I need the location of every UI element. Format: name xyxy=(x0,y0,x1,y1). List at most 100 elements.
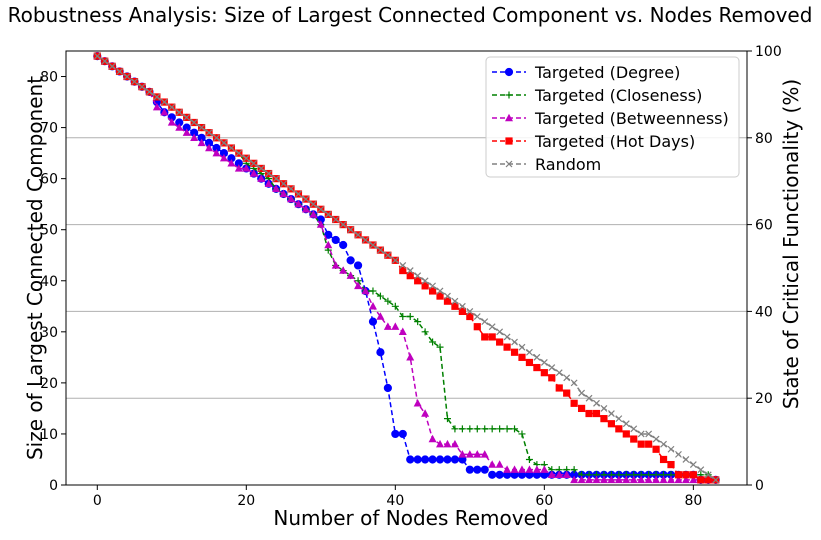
data-point xyxy=(548,364,556,371)
data-point xyxy=(421,282,429,290)
data-point xyxy=(488,425,496,433)
data-point xyxy=(466,425,474,433)
data-point xyxy=(503,465,512,473)
data-point xyxy=(175,123,184,131)
data-point xyxy=(607,410,615,417)
data-point xyxy=(674,471,683,479)
data-point xyxy=(533,353,541,361)
data-point xyxy=(249,169,258,177)
data-point xyxy=(578,389,586,397)
data-point xyxy=(353,261,363,270)
data-point xyxy=(183,113,191,121)
data-point xyxy=(525,465,534,473)
x-tick-label: 80 xyxy=(684,493,702,509)
data-point xyxy=(518,430,526,438)
data-point xyxy=(659,475,668,484)
data-point xyxy=(652,475,661,484)
data-point xyxy=(585,409,593,418)
data-point xyxy=(368,301,377,310)
x-axis: 0 20 40 60 80 xyxy=(93,485,702,509)
data-point xyxy=(473,450,482,458)
data-point xyxy=(272,175,280,183)
data-point xyxy=(369,287,377,295)
y2-tick-label: 0 xyxy=(755,478,764,494)
legend-item: Targeted (Hot Days) xyxy=(492,132,695,151)
data-point xyxy=(533,363,541,372)
data-point xyxy=(383,383,392,393)
data-point xyxy=(488,460,497,468)
y2-axis: 0 20 40 60 80 100 xyxy=(747,44,782,494)
data-point xyxy=(496,425,504,433)
x-axis-label: Number of Nodes Removed xyxy=(273,506,548,530)
data-point xyxy=(697,476,705,484)
data-point xyxy=(376,348,385,357)
data-point xyxy=(443,455,452,464)
y-tick-label: 10 xyxy=(40,427,58,443)
data-point xyxy=(674,475,683,484)
legend-item: Targeted (Degree) xyxy=(492,63,680,82)
y-axis-label: Size of Largest Connected Component xyxy=(23,76,47,460)
data-point xyxy=(540,465,549,473)
data-point xyxy=(220,139,228,147)
data-point xyxy=(450,455,460,464)
data-point xyxy=(339,221,347,229)
data-point xyxy=(704,476,712,484)
data-point xyxy=(257,165,265,172)
data-point xyxy=(600,404,608,412)
data-point xyxy=(540,369,548,377)
data-point xyxy=(279,189,288,198)
x-tick-label: 60 xyxy=(535,493,553,509)
data-point xyxy=(383,322,392,330)
data-point xyxy=(294,199,303,208)
data-point xyxy=(548,374,556,382)
data-point xyxy=(450,439,459,448)
data-point xyxy=(264,179,273,187)
data-point xyxy=(532,465,541,473)
data-point xyxy=(637,430,645,438)
data-point xyxy=(324,210,332,218)
data-point xyxy=(682,471,690,479)
data-point xyxy=(212,148,221,157)
data-point xyxy=(570,399,578,407)
data-point xyxy=(473,465,482,474)
data-point xyxy=(480,465,489,474)
data-point xyxy=(622,430,630,438)
data-point xyxy=(436,292,444,300)
data-point xyxy=(637,475,646,484)
legend-marker xyxy=(505,113,513,122)
data-point xyxy=(108,62,116,70)
x-tick-label: 20 xyxy=(237,493,255,509)
data-point xyxy=(466,312,474,321)
data-point xyxy=(555,470,564,478)
legend-label: Random xyxy=(535,155,601,174)
data-point xyxy=(399,313,407,321)
data-point xyxy=(339,240,348,250)
data-point xyxy=(361,286,370,295)
data-point xyxy=(414,277,422,285)
data-point xyxy=(205,129,213,137)
data-point xyxy=(227,144,235,152)
data-point xyxy=(391,256,399,264)
data-point xyxy=(622,475,631,484)
data-point xyxy=(585,475,594,484)
data-point xyxy=(630,425,638,433)
data-point xyxy=(496,338,504,346)
data-point xyxy=(480,450,489,458)
data-point xyxy=(667,445,675,453)
data-point xyxy=(399,262,407,269)
data-point xyxy=(525,358,534,367)
data-point xyxy=(570,379,578,387)
data-point xyxy=(518,353,526,361)
data-point xyxy=(547,470,556,478)
data-point xyxy=(451,425,459,433)
data-point xyxy=(473,323,481,331)
data-point xyxy=(384,297,392,305)
data-point xyxy=(675,450,682,458)
data-point xyxy=(295,190,302,198)
data-point xyxy=(190,133,199,141)
data-point xyxy=(123,73,131,80)
data-point xyxy=(167,118,176,126)
data-point xyxy=(309,200,317,208)
data-point xyxy=(331,261,340,269)
